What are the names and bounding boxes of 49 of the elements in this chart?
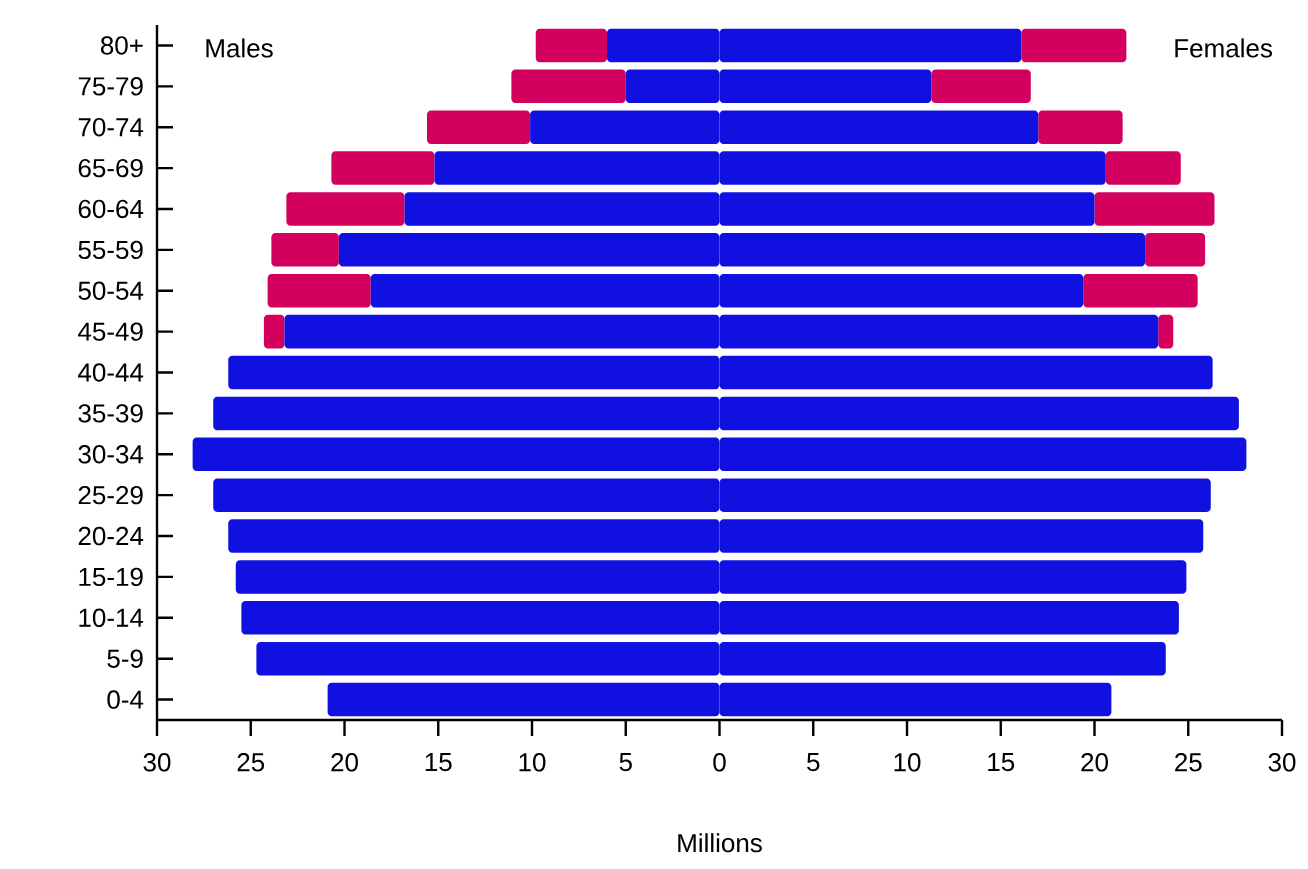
- x-tick-label: 25: [237, 753, 265, 772]
- bar: [286, 192, 405, 226]
- y-tick-label: 35-39: [78, 404, 143, 423]
- x-tick-label: 30: [1268, 753, 1296, 772]
- bar: [1145, 233, 1206, 267]
- bar: [331, 151, 435, 185]
- x-tick-label: 25: [1175, 753, 1202, 772]
- bar: [511, 69, 626, 104]
- bar: [271, 233, 339, 267]
- x-tick-label: 5: [807, 753, 820, 772]
- x-tick-label: 0: [713, 753, 726, 772]
- y-tick-label: 30-34: [78, 445, 144, 464]
- y-tick-label: 65-69: [78, 158, 143, 178]
- y-tick-label: 25-29: [78, 485, 143, 505]
- x-tick-label: 5: [619, 753, 632, 772]
- bar: [263, 314, 285, 349]
- y-tick-label: 20-24: [78, 526, 144, 546]
- x-tick-label: 30: [143, 753, 171, 772]
- bar: [1021, 28, 1127, 63]
- x-tick-label: 20: [1081, 753, 1108, 772]
- y-tick-label: 75-79: [78, 77, 143, 96]
- x-tick-label: 15: [988, 753, 1015, 772]
- annotation: Males: [206, 38, 273, 58]
- x-tick-label: 15: [425, 753, 452, 772]
- bar: [1083, 273, 1198, 308]
- y-tick-label: 50-54: [78, 281, 144, 300]
- y-tick-label: 55-59: [78, 240, 143, 260]
- bar: [1038, 110, 1123, 144]
- y-tick-label: 10-14: [79, 608, 144, 627]
- y-tick-label: 5-9: [107, 649, 143, 668]
- bar: [931, 69, 1031, 104]
- y-tick-label: 70-74: [78, 118, 144, 137]
- y-tick-label: 15-19: [79, 567, 143, 587]
- bar: [535, 28, 608, 63]
- bar: [1094, 192, 1215, 226]
- y-tick-label: 80+: [100, 36, 143, 55]
- x-tick-label: 10: [519, 753, 546, 772]
- y-tick-label: 60-64: [78, 199, 144, 219]
- x-tick-label: 10: [894, 753, 921, 772]
- y-tick-label: 0-4: [107, 690, 144, 709]
- bar: [1158, 314, 1174, 349]
- y-tick-label: 40-44: [78, 363, 144, 382]
- y-tick-label: 45-49: [78, 322, 143, 341]
- annotation: Females: [1175, 38, 1273, 58]
- bar: [1105, 151, 1181, 185]
- x-tick-label: 20: [331, 753, 358, 772]
- x-axis-title: Millions: [678, 833, 762, 853]
- bar: [427, 110, 531, 144]
- bar: [267, 273, 371, 308]
